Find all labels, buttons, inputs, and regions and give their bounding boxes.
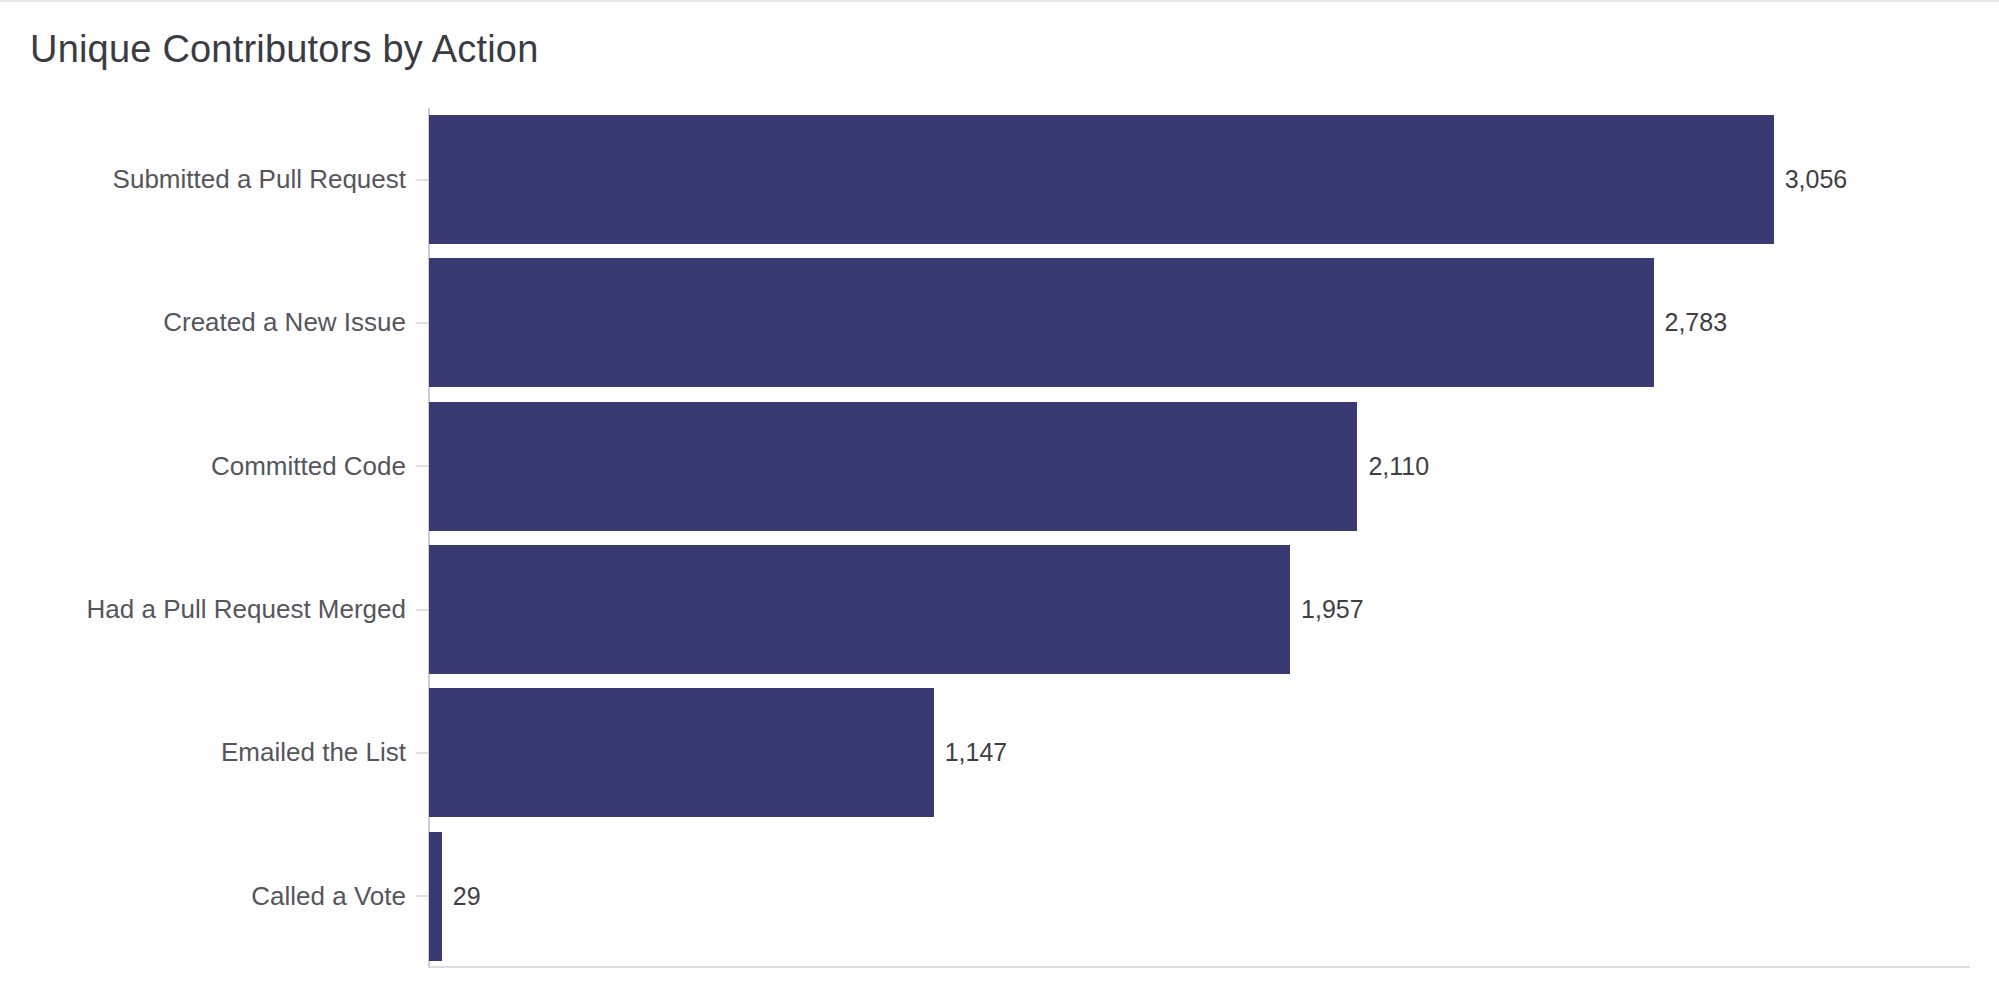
bar-row: Submitted a Pull Request 3,056: [0, 108, 1999, 251]
value-label: 2,110: [1368, 452, 1429, 481]
value-label: 1,957: [1301, 595, 1364, 624]
bar-area: 1,147: [429, 688, 1969, 817]
category-label: Had a Pull Request Merged: [0, 594, 406, 625]
bar: [429, 258, 1654, 387]
value-label: 29: [453, 882, 481, 911]
chart-title: Unique Contributors by Action: [30, 28, 539, 71]
axis-tick: [416, 609, 428, 611]
bar-area: 2,110: [429, 402, 1969, 531]
bar-area: 1,957: [429, 545, 1969, 674]
bar-area: 2,783: [429, 258, 1969, 387]
axis-tick: [416, 895, 428, 897]
axis-tick: [416, 322, 428, 324]
bar-row: Created a New Issue 2,783: [0, 251, 1999, 394]
bar-row: Emailed the List 1,147: [0, 681, 1999, 824]
axis-tick: [416, 179, 428, 181]
bar: [429, 688, 934, 817]
bar: [429, 545, 1290, 674]
axis-tick: [416, 465, 428, 467]
category-label: Created a New Issue: [0, 307, 406, 338]
category-label: Called a Vote: [0, 881, 406, 912]
bar-row: Had a Pull Request Merged 1,957: [0, 538, 1999, 681]
bar-row: Called a Vote 29: [0, 824, 1999, 967]
chart-card: Unique Contributors by Action Submitted …: [0, 0, 1999, 987]
bar-row: Committed Code 2,110: [0, 395, 1999, 538]
bar-area: 29: [429, 832, 1969, 961]
card-top-border: [0, 0, 1999, 2]
category-label: Emailed the List: [0, 737, 406, 768]
bar-chart: Submitted a Pull Request 3,056 Created a…: [0, 108, 1999, 968]
bar-rows: Submitted a Pull Request 3,056 Created a…: [0, 108, 1999, 968]
axis-tick: [416, 752, 428, 754]
value-label: 1,147: [945, 738, 1008, 767]
category-label: Submitted a Pull Request: [0, 164, 406, 195]
bar: [429, 115, 1774, 244]
bar: [429, 402, 1357, 531]
category-label: Committed Code: [0, 451, 406, 482]
bar: [429, 832, 442, 961]
bar-area: 3,056: [429, 115, 1969, 244]
value-label: 3,056: [1785, 165, 1848, 194]
value-label: 2,783: [1665, 308, 1728, 337]
